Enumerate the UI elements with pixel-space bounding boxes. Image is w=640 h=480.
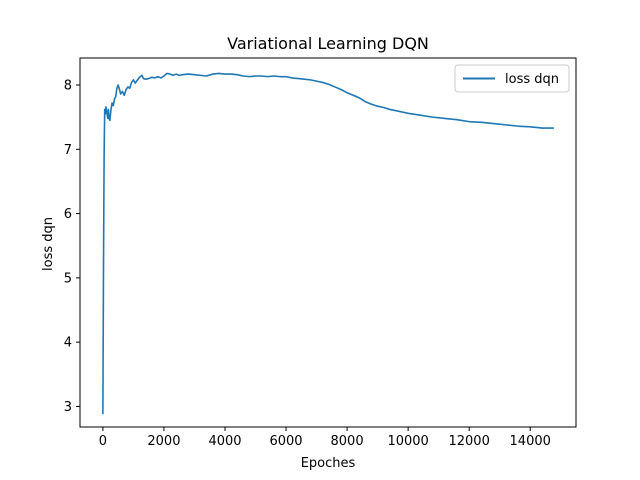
y-tick-label: 7 <box>64 143 72 158</box>
legend-label: loss dqn <box>505 72 559 87</box>
y-tick-label: 6 <box>64 207 72 222</box>
plot-layer <box>102 72 554 415</box>
y-tick-label: 4 <box>64 336 72 351</box>
x-tick-label: 10000 <box>387 434 428 449</box>
x-tick-label: 2000 <box>147 434 180 449</box>
y-tick-label: 3 <box>64 400 72 415</box>
x-tick-label: 8000 <box>331 434 364 449</box>
y-axis-label: loss dqn <box>41 217 56 271</box>
x-tick-label: 14000 <box>510 434 551 449</box>
plot-frame <box>79 57 577 428</box>
x-tick-label: 12000 <box>448 434 489 449</box>
chart-title: Variational Learning DQN <box>227 34 429 53</box>
y-tick-label: 8 <box>64 79 72 94</box>
x-axis-label: Epoches <box>301 456 356 471</box>
legend-box <box>454 64 570 93</box>
x-tick-label: 0 <box>99 434 107 449</box>
x-tick-label: 6000 <box>269 434 302 449</box>
y-tick-label: 5 <box>64 271 72 286</box>
tick-layer: 0 2000 4000 6000 8000 10000 12000 14000 3 4 5 6 7 8 <box>64 79 551 450</box>
series-line-0 <box>102 72 554 415</box>
legend: loss dqn <box>454 64 570 93</box>
x-tick-label: 4000 <box>208 434 241 449</box>
